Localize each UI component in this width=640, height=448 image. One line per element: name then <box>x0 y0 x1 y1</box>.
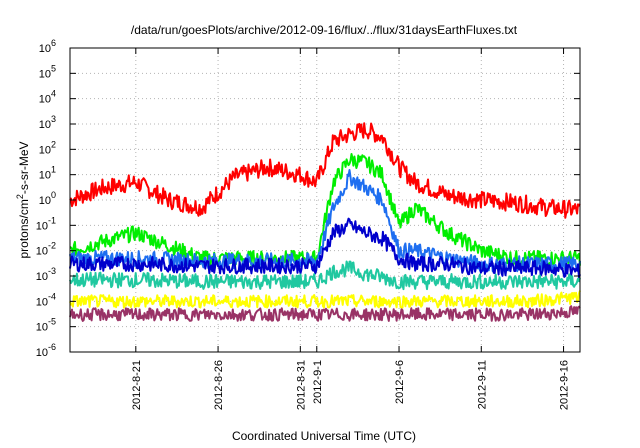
y-tick-label-base: 10 <box>39 170 51 182</box>
series-line-5 <box>69 290 581 309</box>
x-tick-label: 2012-8-21 <box>131 360 143 410</box>
series-line-3 <box>69 217 581 279</box>
y-tick-label: 105 <box>39 63 56 80</box>
y-axis-label-part: -s-sr-MeV <box>17 141 31 194</box>
y-tick-label-exponent: 0 <box>51 190 56 200</box>
series-line-4 <box>69 260 581 291</box>
y-tick-label: 106 <box>39 38 56 55</box>
y-tick-label: 10-6 <box>36 342 56 359</box>
y-tick-label-exponent: 3 <box>51 114 56 124</box>
y-tick-label-exponent: 6 <box>51 38 56 48</box>
x-tick-label: 2012-9-16 <box>559 360 571 410</box>
x-tick-label: 2012-8-26 <box>213 360 225 410</box>
y-tick-label-base: 10 <box>36 347 48 359</box>
x-tick-label: 2012-8-31 <box>295 360 307 410</box>
y-tick-label-exponent: 1 <box>51 165 56 175</box>
y-tick-label-base: 10 <box>36 271 48 283</box>
chart-title: /data/run/goesPlots/archive/2012-09-16/f… <box>131 23 518 37</box>
y-axis-label: protons/cm2-s-sr-MeV <box>15 141 31 258</box>
y-tick-label: 10-2 <box>36 241 56 258</box>
x-axis-label: Coordinated Universal Time (UTC) <box>232 429 416 443</box>
y-axis-label-superscript: 2 <box>15 194 25 199</box>
y-tick-label: 10-4 <box>36 291 56 308</box>
y-tick-label-exponent: 4 <box>51 89 56 99</box>
x-tick-label: 2012-9-6 <box>394 360 406 404</box>
x-tick-label: 2012-9-11 <box>476 360 488 409</box>
y-axis-label-part: protons/cm <box>17 199 31 258</box>
series-line-1 <box>69 153 581 267</box>
x-tick-label: 2012-9-1 <box>312 360 324 404</box>
y-tick-label: 100 <box>39 190 56 207</box>
y-axis-ticks: 10-610-510-410-310-210-11001011021031041… <box>36 38 580 359</box>
y-tick-label: 102 <box>39 139 56 156</box>
y-tick-label-exponent: -2 <box>48 241 56 251</box>
y-tick-label-base: 10 <box>39 119 51 131</box>
y-tick-label-exponent: -3 <box>48 266 56 276</box>
y-tick-label: 10-5 <box>36 317 56 334</box>
y-tick-label: 103 <box>39 114 56 131</box>
y-tick-label-base: 10 <box>36 220 48 232</box>
y-tick-label-exponent: -1 <box>48 215 56 225</box>
y-tick-label-base: 10 <box>39 43 51 55</box>
y-tick-label: 104 <box>39 89 56 106</box>
y-tick-label-base: 10 <box>36 322 48 334</box>
series-line-6 <box>69 305 581 322</box>
y-tick-label-base: 10 <box>39 195 51 207</box>
y-tick-label-base: 10 <box>39 144 51 156</box>
y-tick-label-base: 10 <box>36 296 48 308</box>
y-tick-label-exponent: -4 <box>48 291 56 301</box>
y-tick-label-base: 10 <box>39 94 51 106</box>
y-tick-label-base: 10 <box>39 68 51 80</box>
y-tick-label-exponent: -6 <box>48 342 56 352</box>
y-tick-label: 10-3 <box>36 266 56 283</box>
y-tick-label-exponent: 2 <box>51 139 56 149</box>
y-tick-label: 101 <box>39 165 56 182</box>
y-tick-label-exponent: 5 <box>51 63 56 73</box>
series-layer <box>69 122 581 322</box>
series-line-0 <box>69 122 581 219</box>
x-axis-ticks: 2012-8-21 2012-8-26 2012-8-31 2012-9-1 2012-… <box>131 48 571 410</box>
y-tick-label-exponent: -5 <box>48 317 56 327</box>
y-tick-label-base: 10 <box>36 246 48 258</box>
y-tick-label: 10-1 <box>36 215 56 232</box>
